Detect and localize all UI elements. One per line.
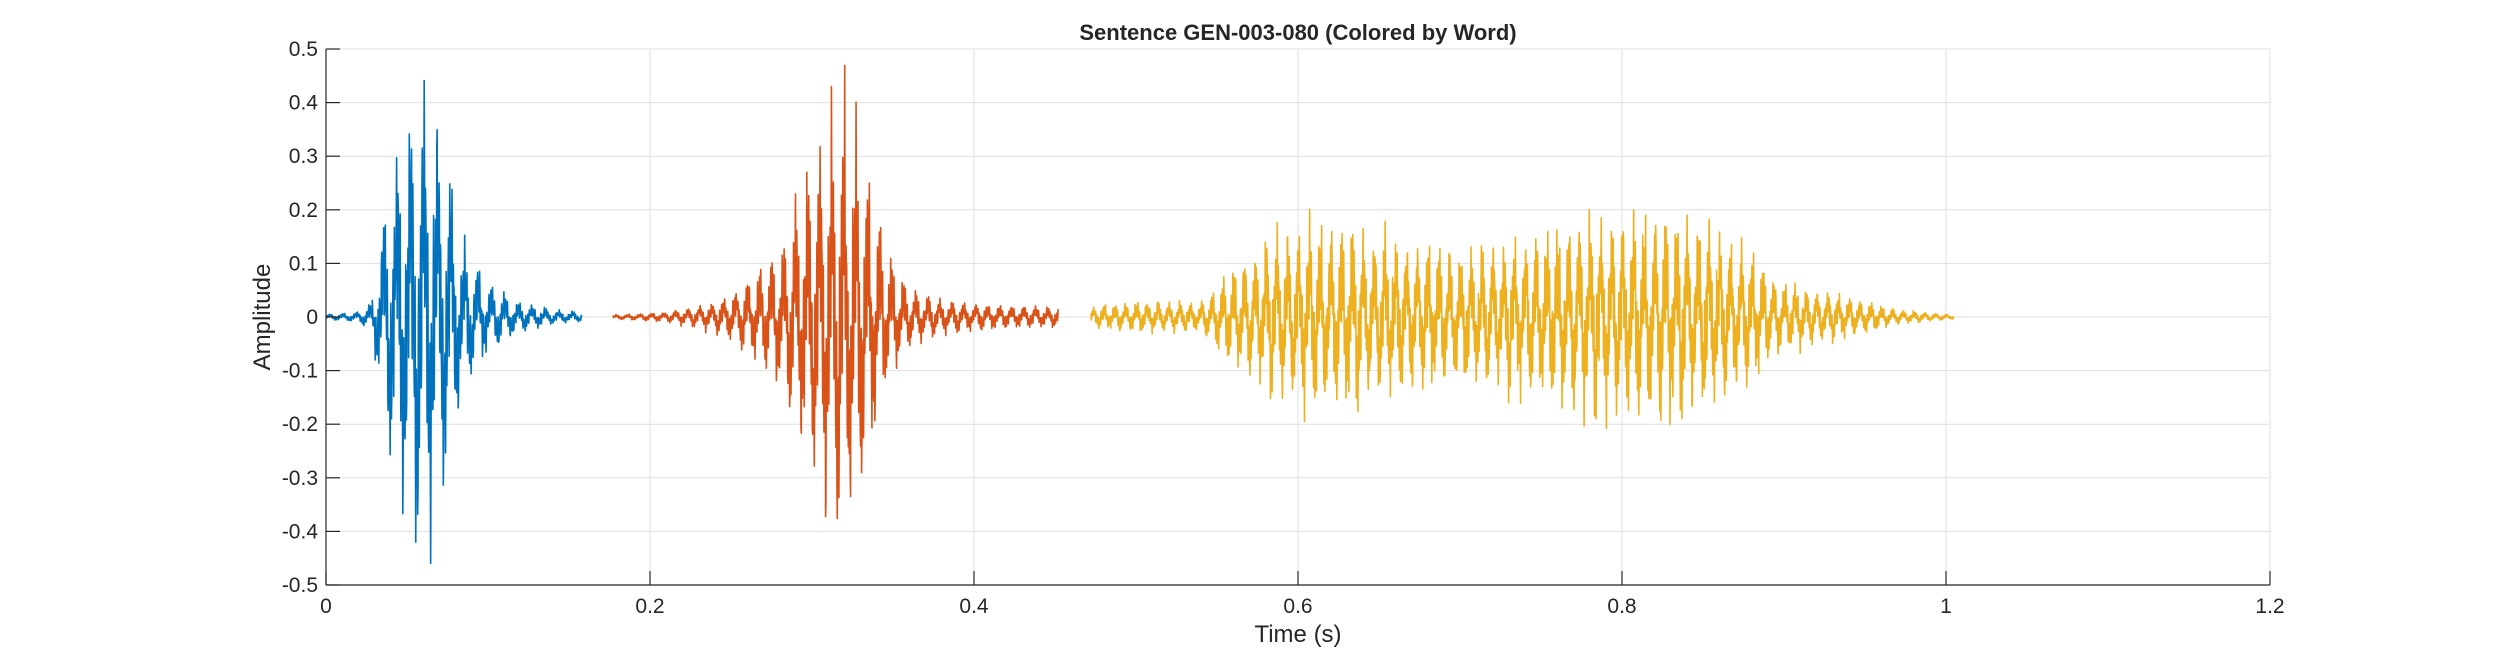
y-tick-label: 0.2 <box>289 199 318 222</box>
y-tick-label: 0.1 <box>289 252 318 275</box>
x-tick-label: 0 <box>320 595 332 618</box>
x-tick-label: 0.4 <box>959 595 989 618</box>
waveform-series-2 <box>612 64 1060 520</box>
x-tick-label: 1.2 <box>2255 595 2284 618</box>
waveform-series-3 <box>1090 208 1955 430</box>
x-tick-label: 0.2 <box>635 595 664 618</box>
waveform-series-1 <box>325 79 583 565</box>
x-axis-label: Time (s) <box>1254 621 1341 648</box>
x-tick-label: 0.8 <box>1607 595 1636 618</box>
y-tick-label: 0.3 <box>289 145 318 168</box>
y-axis-label: Amplitude <box>249 264 276 371</box>
y-tick-label: -0.4 <box>282 520 319 543</box>
series-group <box>325 64 1955 565</box>
x-tick-label: 1 <box>1940 595 1952 618</box>
chart-title: Sentence GEN-003-080 (Colored by Word) <box>1079 20 1516 45</box>
axes <box>325 48 2271 586</box>
y-tick-label: 0.5 <box>289 38 318 61</box>
y-tick-label: -0.1 <box>282 360 318 383</box>
grid <box>325 48 2271 586</box>
tick-labels: 0 0.2 0.4 0.6 0.8 1 1.2 0.5 0.4 0.3 0.2 0.1 0 -0.1 -0.… <box>282 38 2285 618</box>
y-tick-label: 0.4 <box>289 92 319 115</box>
y-tick-label: -0.2 <box>282 413 318 436</box>
x-tick-label: 0.6 <box>1283 595 1312 618</box>
y-tick-label: -0.5 <box>282 574 318 597</box>
y-tick-label: -0.3 <box>282 467 318 490</box>
y-tick-label: 0 <box>306 306 318 329</box>
